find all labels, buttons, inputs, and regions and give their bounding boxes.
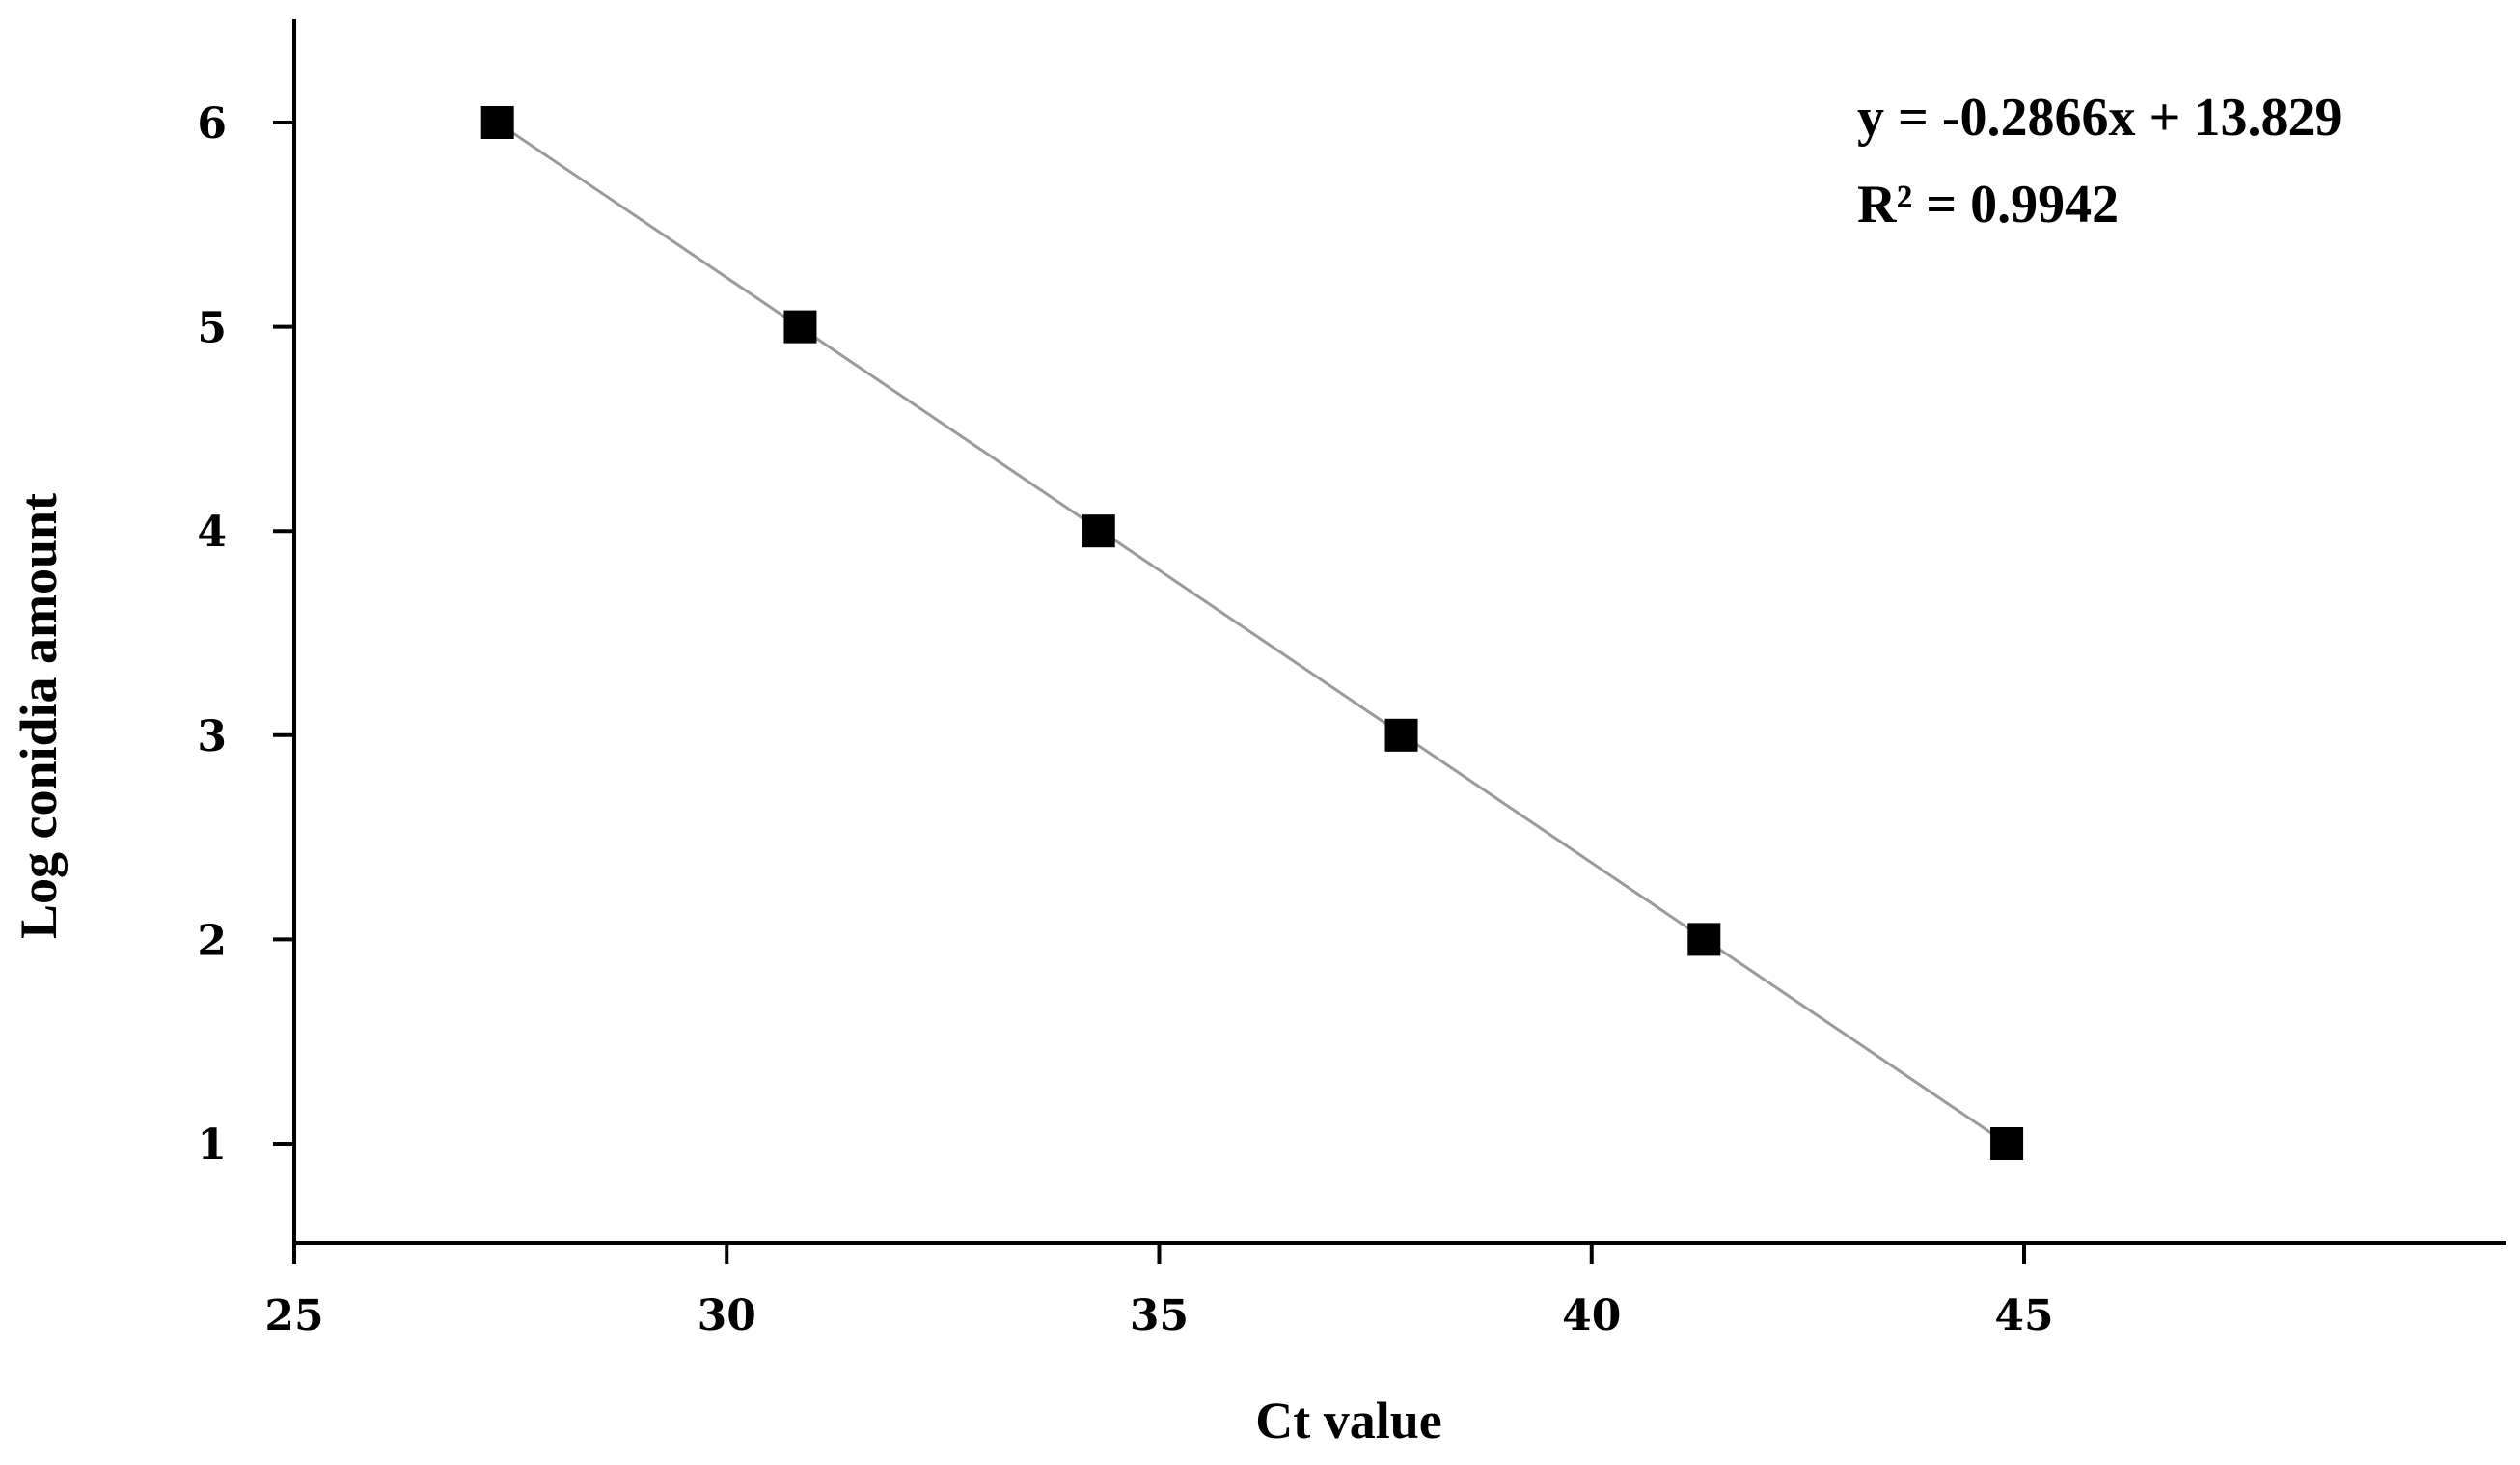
y-tick-label: 4 — [197, 508, 227, 557]
x-tick-label: 40 — [1562, 1291, 1621, 1341]
x-tick-label: 35 — [1130, 1291, 1189, 1341]
data-point — [1082, 514, 1115, 548]
x-tick-label: 25 — [264, 1291, 323, 1341]
trendline — [496, 121, 2008, 1146]
data-point — [480, 106, 514, 139]
axes — [292, 19, 2506, 1245]
data-point — [783, 310, 817, 344]
trendline-group — [496, 121, 2008, 1146]
data-point — [1687, 923, 1721, 956]
x-tick-label: 30 — [698, 1291, 756, 1341]
data-point — [1990, 1127, 2024, 1160]
y-axis-title: Log conidia amount — [10, 493, 68, 939]
x-axis-title: Ct value — [1255, 1392, 1441, 1450]
equation-annotation: y = -0.2866x + 13.829 — [1857, 88, 2342, 148]
data-points — [480, 106, 2024, 1160]
y-tick-label: 6 — [197, 99, 227, 149]
y-tick-label: 2 — [197, 916, 227, 965]
y-tick-label: 5 — [197, 304, 227, 353]
y-tick-label: 1 — [197, 1120, 227, 1170]
x-tick-label: 45 — [1994, 1291, 2053, 1341]
data-point — [1384, 718, 1418, 752]
r-squared-annotation: R² = 0.9942 — [1857, 175, 2119, 235]
y-tick-label: 3 — [197, 712, 227, 761]
